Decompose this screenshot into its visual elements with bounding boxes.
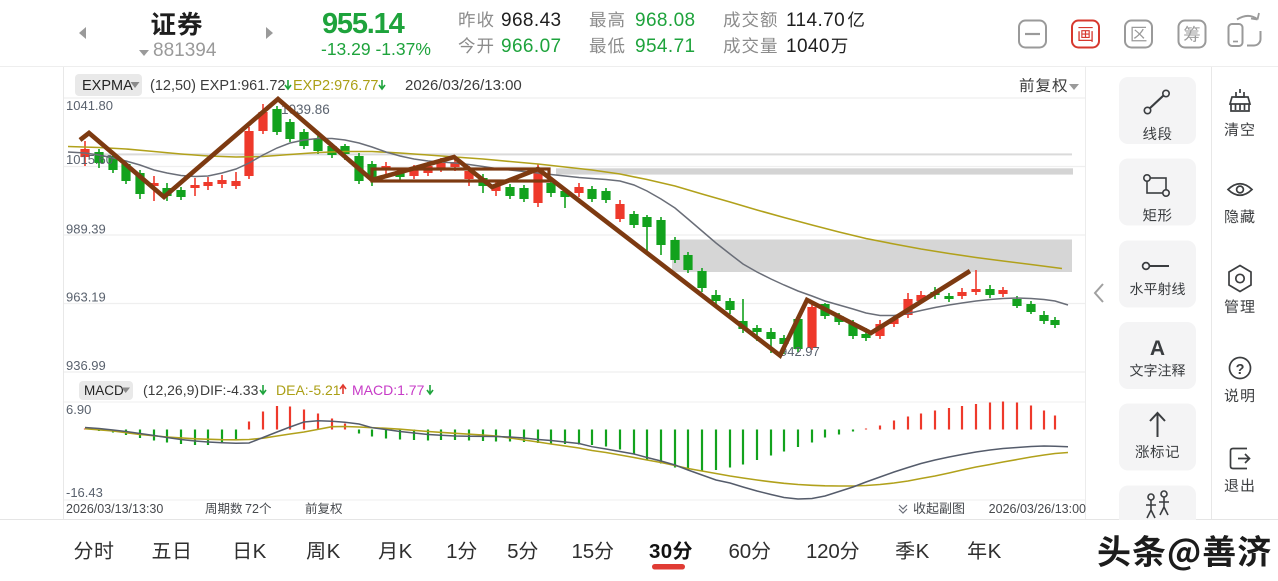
svg-text:(12,26,9): (12,26,9) [143,382,199,398]
svg-text:2026/03/13/13:30: 2026/03/13/13:30 [66,502,163,516]
svg-text:K: K [988,540,1002,563]
svg-text:989.39: 989.39 [66,222,106,237]
svg-text:954.71: 954.71 [635,36,696,57]
svg-text:114.70: 114.70 [786,10,845,31]
svg-text:?: ? [1236,362,1245,378]
svg-text:5: 5 [583,540,594,563]
svg-text:1041.80: 1041.80 [66,98,113,113]
svg-text:1: 1 [572,540,583,563]
svg-text:K: K [327,540,341,563]
svg-text:1040: 1040 [786,36,830,57]
svg-text:DEA:-5.21: DEA:-5.21 [276,382,341,398]
svg-text:2: 2 [817,540,828,563]
svg-text:2026/03/26/13:00: 2026/03/26/13:00 [989,502,1086,516]
svg-text:6: 6 [729,540,740,563]
svg-text:EXP2:976.77: EXP2:976.77 [293,78,378,94]
svg-text:936.99: 936.99 [66,358,106,373]
svg-text:968.43: 968.43 [501,10,562,31]
svg-text:EXPMA: EXPMA [82,78,133,94]
svg-text:1: 1 [806,540,817,563]
svg-text:6.90: 6.90 [66,402,91,417]
svg-text:1: 1 [446,540,457,563]
svg-text:EXP1:961.72: EXP1:961.72 [200,78,285,94]
svg-text:942.97: 942.97 [780,344,820,359]
svg-text:2026/03/26/13:00: 2026/03/26/13:00 [405,77,522,94]
svg-text:0: 0 [661,540,672,563]
svg-text:966.07: 966.07 [501,36,562,57]
svg-text:-16.43: -16.43 [66,485,103,500]
svg-text:MACD:1.77: MACD:1.77 [352,382,425,398]
svg-text:K: K [399,540,413,563]
svg-text:1015.60: 1015.60 [66,152,113,167]
svg-text:K: K [253,540,267,563]
svg-text:955.14: 955.14 [322,8,405,40]
svg-text:968.08: 968.08 [635,10,696,31]
svg-text:-13.29 -1.37%: -13.29 -1.37% [321,39,431,59]
svg-text:0: 0 [740,540,751,563]
svg-text:0: 0 [828,540,839,563]
svg-text:3: 3 [649,540,660,563]
svg-text:963.19: 963.19 [66,290,106,305]
svg-text:(12,50): (12,50) [150,78,196,94]
svg-text:72: 72 [245,502,259,516]
svg-text:DIF:-4.33: DIF:-4.33 [200,382,259,398]
svg-text:K: K [916,540,930,563]
svg-text:881394: 881394 [153,40,217,61]
svg-text:A: A [1150,337,1165,360]
svg-text:5: 5 [507,540,518,563]
svg-text:MACD: MACD [84,383,124,398]
